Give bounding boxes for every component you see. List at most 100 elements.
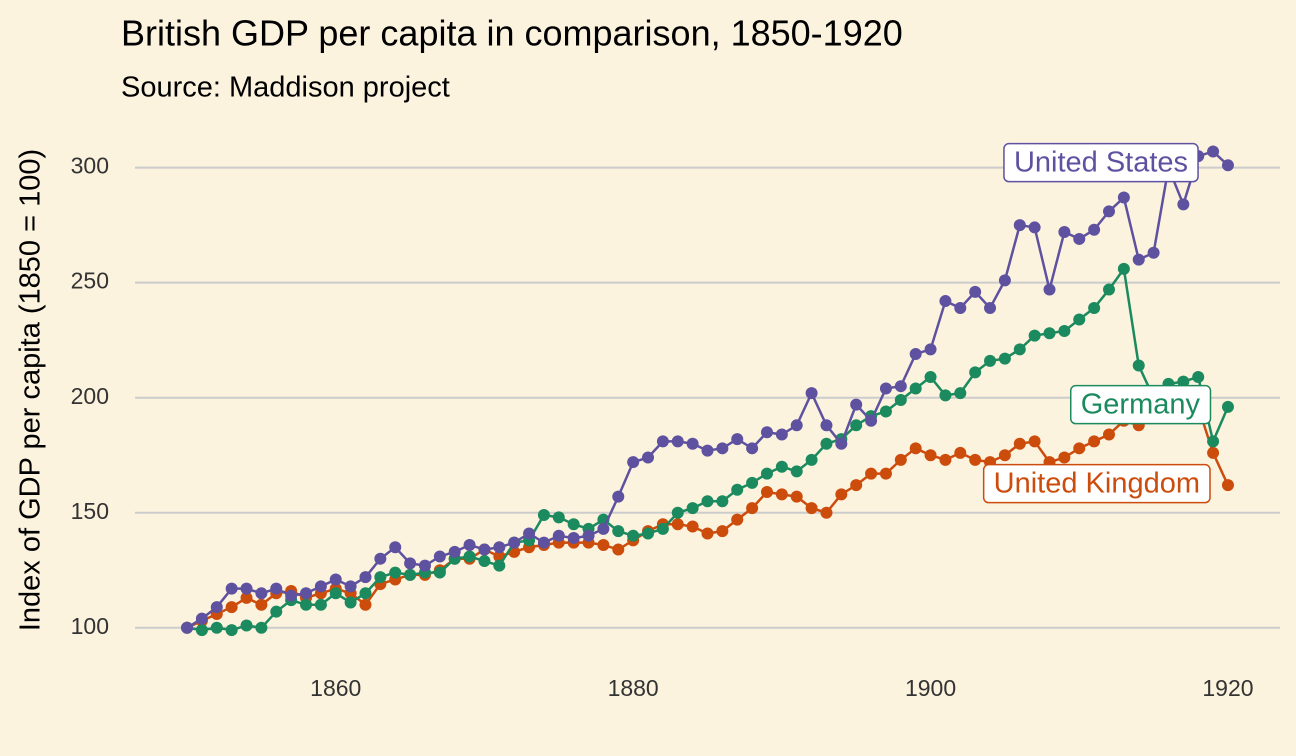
x-tick-label: 1880: [608, 675, 659, 701]
data-point: [1221, 159, 1234, 172]
data-point: [493, 541, 506, 554]
data-point: [463, 538, 476, 551]
data-point: [671, 435, 684, 448]
data-point: [1028, 329, 1041, 342]
data-point: [805, 387, 818, 400]
data-point: [1102, 428, 1115, 441]
data-point: [984, 354, 997, 367]
y-tick-label: 150: [71, 498, 109, 524]
data-point: [597, 538, 610, 551]
data-point: [760, 467, 773, 480]
data-point: [746, 442, 759, 455]
series-label: United States: [1003, 142, 1199, 183]
data-point: [939, 295, 952, 308]
data-point: [1221, 479, 1234, 492]
data-point: [850, 479, 863, 492]
data-point: [1043, 327, 1056, 340]
data-point: [240, 591, 253, 604]
data-point: [998, 352, 1011, 365]
data-point: [1117, 191, 1130, 204]
data-point: [746, 476, 759, 489]
data-point: [1207, 145, 1220, 158]
data-point: [731, 433, 744, 446]
data-point: [612, 543, 625, 556]
data-point: [716, 525, 729, 538]
data-point: [493, 559, 506, 572]
series-label: Germany: [1069, 384, 1212, 425]
series-label-text: Germany: [1081, 389, 1201, 421]
x-tick-label: 1860: [310, 675, 361, 701]
data-point: [240, 619, 253, 632]
data-point: [1088, 223, 1101, 236]
data-point: [939, 453, 952, 466]
data-point: [567, 532, 580, 545]
data-point: [523, 527, 536, 540]
data-point: [1221, 400, 1234, 413]
data-point: [998, 274, 1011, 287]
data-point: [433, 550, 446, 563]
data-point: [1043, 283, 1056, 296]
data-point: [820, 506, 833, 519]
data-point: [210, 621, 223, 634]
data-point: [448, 545, 461, 558]
data-point: [775, 460, 788, 473]
data-point: [954, 301, 967, 314]
data-point: [642, 527, 655, 540]
data-point: [894, 453, 907, 466]
data-point: [359, 587, 372, 600]
data-point: [909, 442, 922, 455]
data-point: [210, 601, 223, 614]
y-tick-label: 200: [71, 383, 109, 409]
data-point: [820, 437, 833, 450]
data-point: [716, 495, 729, 508]
data-point: [998, 449, 1011, 462]
y-tick-label: 300: [71, 153, 109, 179]
data-point: [300, 598, 313, 611]
y-tick-label: 250: [71, 268, 109, 294]
data-point: [567, 518, 580, 531]
data-point: [225, 582, 238, 595]
series-label-text: United States: [1014, 147, 1188, 179]
data-point: [270, 605, 283, 618]
data-point: [1177, 375, 1190, 388]
data-point: [746, 502, 759, 515]
data-point: [433, 566, 446, 579]
data-point: [359, 571, 372, 584]
data-point: [344, 580, 357, 593]
data-point: [924, 343, 937, 356]
data-point: [805, 502, 818, 515]
data-point: [404, 557, 417, 570]
y-tick-label: 100: [71, 613, 109, 639]
data-point: [1073, 232, 1086, 245]
data-point: [1058, 324, 1071, 337]
data-point: [969, 285, 982, 298]
data-point: [701, 444, 714, 457]
data-point: [850, 398, 863, 411]
data-point: [1207, 446, 1220, 459]
data-point: [329, 573, 342, 586]
data-point: [835, 437, 848, 450]
data-point: [1013, 437, 1026, 450]
data-point: [1013, 219, 1026, 232]
data-point: [731, 513, 744, 526]
data-point: [969, 453, 982, 466]
data-point: [790, 419, 803, 432]
data-point: [478, 543, 491, 556]
data-point: [240, 582, 253, 595]
data-point: [671, 518, 684, 531]
chart-title: British GDP per capita in comparison, 18…: [121, 13, 903, 54]
series-label: United Kingdom: [982, 463, 1211, 504]
data-point: [537, 509, 550, 522]
data-point: [270, 582, 283, 595]
data-point: [879, 467, 892, 480]
data-point: [329, 587, 342, 600]
data-point: [1102, 205, 1115, 218]
data-point: [552, 529, 565, 542]
data-point: [865, 414, 878, 427]
data-point: [879, 405, 892, 418]
chart-subtitle: Source: Maddison project: [121, 72, 450, 104]
data-point: [195, 612, 208, 625]
series-label-box: [1003, 142, 1199, 183]
data-point: [686, 437, 699, 450]
